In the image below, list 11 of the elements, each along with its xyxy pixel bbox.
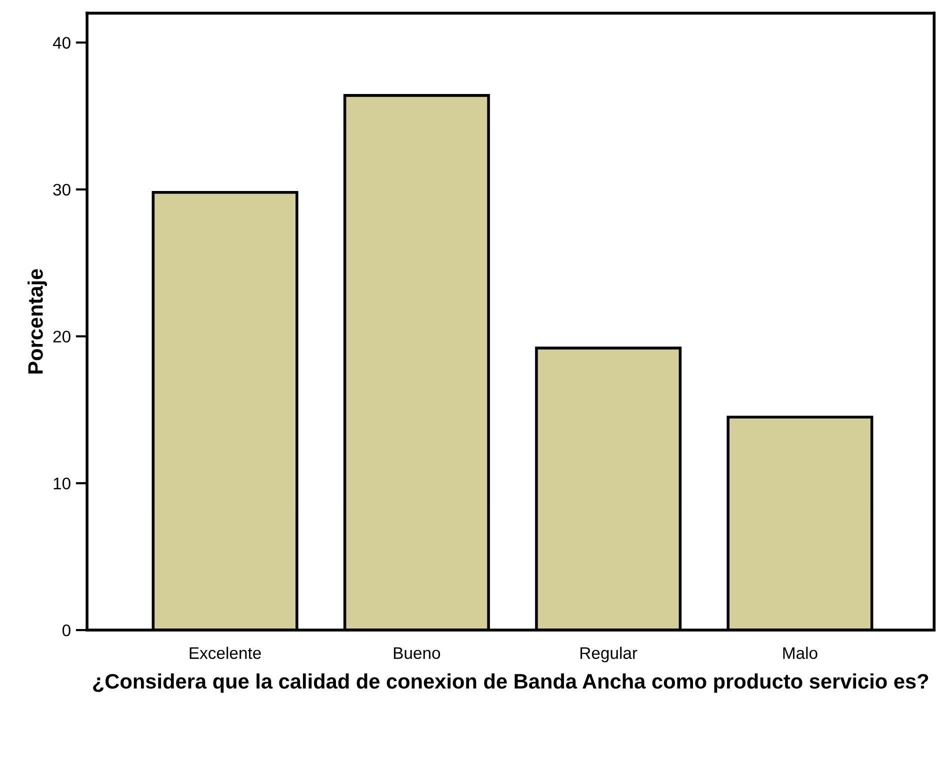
y-tick-label: 10: [54, 478, 70, 490]
x-tick-label: Malo: [783, 646, 818, 659]
y-tick-label: 40: [52, 36, 70, 49]
x-tick-label: Excelente: [190, 646, 261, 659]
y-tick-label: 20: [53, 330, 70, 343]
x-tick-label: Bueno: [394, 647, 440, 659]
y-axis-title: Porcentaje: [28, 269, 47, 374]
x-axis-title: ¿Considera que la calidad de conexion de Banda Ancha como producto servicio es?: [93, 673, 928, 693]
y-tick-label: 0: [62, 624, 70, 636]
y-tick-label: 30: [53, 184, 70, 196]
x-tick-label: Regular: [580, 646, 638, 662]
